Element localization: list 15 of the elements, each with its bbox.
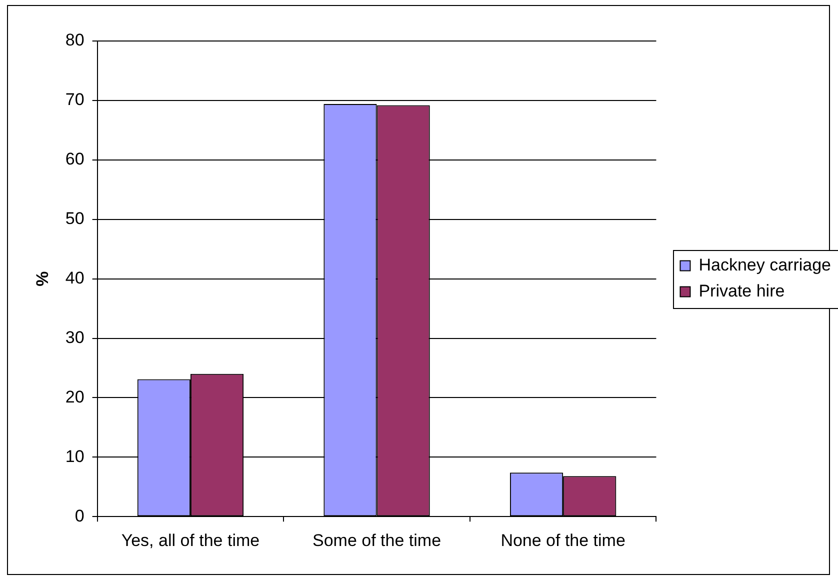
y-tick-label: 30 (65, 328, 84, 347)
x-tick-label: Yes, all of the time (121, 530, 260, 550)
y-axis-title: % (32, 271, 52, 286)
y-tick-label: 70 (65, 90, 84, 110)
y-tick-label: 20 (65, 387, 84, 406)
y-tick-label: 10 (65, 446, 84, 466)
x-tick-label: Some of the time (312, 530, 442, 550)
y-tick-label: 0 (74, 506, 84, 526)
legend-label: Hackney carriage (698, 255, 831, 274)
x-tick-label: None of the time (500, 530, 626, 550)
y-tick-label: 80 (65, 30, 84, 50)
y-tick-label: 40 (65, 268, 84, 288)
y-tick-label: 60 (65, 150, 84, 169)
legend-label: Private hire (698, 281, 785, 300)
y-tick-label: 50 (65, 209, 84, 228)
